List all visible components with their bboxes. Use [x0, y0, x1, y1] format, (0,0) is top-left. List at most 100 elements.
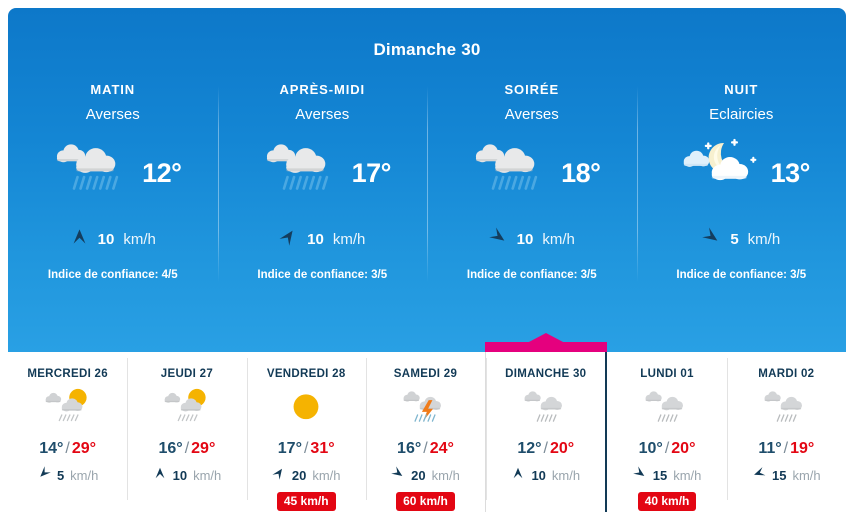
day-label: DIMANCHE 30: [505, 368, 587, 380]
temp-min: 16°: [397, 440, 422, 457]
wind-gust-badge: 40 km/h: [637, 492, 697, 511]
temp-separator: /: [303, 440, 309, 457]
day-label: MERCREDI 26: [27, 368, 108, 380]
temp-separator: /: [664, 440, 670, 457]
rain-showers-icon: [254, 136, 342, 211]
temp-separator: /: [184, 440, 190, 457]
day-wind: 5 km/h: [37, 466, 98, 485]
wind-speed-value: 10: [97, 230, 115, 248]
rain-showers-icon: [44, 136, 132, 211]
day-card-selected[interactable]: DIMANCHE 30 12°/20° 10 km/h: [485, 333, 608, 512]
wind-speed-value: 10: [516, 230, 534, 248]
day-detail-panel: Dimanche 30 MATIN Averses 12° 10 km/h Indice …: [8, 8, 846, 352]
period-name: NUIT: [724, 82, 759, 97]
day-label: LUNDI 01: [640, 368, 694, 380]
wind-speed-unit: km/h: [542, 230, 575, 248]
period-wind: 10 km/h: [488, 227, 575, 251]
wind-speed-value: 10: [172, 468, 188, 483]
day-temperatures: 16°/24°: [397, 440, 454, 458]
cloud-rain-icon: [636, 382, 698, 438]
period-name: APRÈS-MIDI: [279, 82, 366, 97]
wind-speed-unit: km/h: [332, 230, 366, 248]
wind-direction-arrow-icon: [153, 466, 167, 485]
day-wind: 20 km/h: [391, 466, 460, 485]
day-card[interactable]: JEUDI 27 16°/29° 10 km/h: [127, 352, 247, 512]
period-name: SOIRÉE: [504, 82, 560, 97]
wind-speed-value: 20: [411, 468, 426, 483]
wind-speed-value: 10: [531, 468, 546, 483]
wind-speed-unit: km/h: [70, 468, 99, 483]
wind-direction-arrow-icon: [488, 227, 508, 251]
day-temperatures: 16°/29°: [158, 440, 215, 458]
day-wind: 10 km/h: [153, 466, 221, 485]
moon-partly-cloudy-icon: [673, 136, 761, 211]
cloud-rain-icon: [755, 382, 817, 438]
day-card[interactable]: SAMEDI 29 16°/24° 20 km/h 60 km/h: [365, 352, 486, 512]
temp-separator: /: [783, 440, 789, 457]
temp-max: 20°: [549, 440, 575, 457]
day-card[interactable]: VENDREDI 28 17°/31° 20 km/h 45 km/h: [246, 352, 366, 512]
wind-speed-value: 15: [652, 468, 668, 483]
temp-separator: /: [423, 440, 428, 457]
temp-min: 11°: [758, 440, 782, 457]
wind-speed-unit: km/h: [747, 230, 781, 248]
day-label: SAMEDI 29: [393, 368, 458, 380]
day-card[interactable]: MARDI 02 11°/19° 15 km/h: [726, 352, 846, 512]
wind-direction-arrow-icon: [70, 227, 89, 251]
period-card: NUIT Eclaircies 13° 5 km/h Indice de confianc…: [636, 82, 847, 332]
temp-max: 29°: [71, 440, 97, 457]
day-card[interactable]: MERCREDI 26 14°/29° 5 km/h: [8, 352, 128, 512]
wind-direction-arrow-icon: [279, 227, 298, 251]
sun-cloud-rain-icon: [37, 382, 99, 438]
wind-speed-unit: km/h: [123, 230, 156, 248]
day-label: JEUDI 27: [160, 368, 214, 380]
wind-direction-arrow-icon: [752, 466, 766, 485]
day-temperatures: 14°/29°: [39, 440, 96, 458]
day-temperatures: 11°/19°: [758, 440, 814, 458]
period-temperature: 12°: [142, 157, 182, 188]
temp-min: 10°: [638, 440, 663, 457]
period-temperature: 17°: [351, 157, 392, 188]
period-description: Eclaircies: [709, 106, 774, 123]
day-card[interactable]: LUNDI 01 10°/20° 15 km/h 40 km/h: [607, 352, 727, 512]
period-temperature: 13°: [770, 157, 811, 188]
day-wind: 15 km/h: [632, 466, 702, 485]
selected-day-notch-icon: [526, 333, 565, 343]
temp-max: 24°: [429, 440, 454, 457]
confidence-index: Indice de confiance: 3/5: [676, 269, 807, 281]
temp-min: 14°: [39, 440, 64, 457]
wind-speed-value: 20: [291, 468, 307, 483]
temp-max: 31°: [310, 440, 335, 457]
wind-speed-value: 5: [56, 468, 65, 483]
temp-max: 19°: [790, 440, 815, 457]
period-wind: 10 km/h: [279, 227, 365, 251]
wind-direction-arrow-icon: [632, 466, 647, 485]
sun-cloud-rain-icon: [156, 382, 218, 438]
wind-speed-unit: km/h: [431, 468, 460, 483]
day-strip: MERCREDI 26 14°/29° 5 km/h JEUDI 27 16°/29° 10…: [8, 333, 846, 512]
day-label: VENDREDI 28: [266, 368, 346, 380]
wind-direction-arrow-icon: [37, 466, 51, 485]
period-wind: 10 km/h: [70, 227, 156, 251]
period-description: Averses: [504, 106, 559, 123]
period-card: APRÈS-MIDI Averses 17° 10 km/h Indice de conf…: [217, 82, 428, 332]
wind-speed-unit: km/h: [673, 468, 702, 483]
wind-speed-value: 5: [730, 230, 739, 248]
temp-min: 16°: [158, 440, 183, 457]
wind-direction-arrow-icon: [391, 466, 405, 485]
wind-speed-unit: km/h: [792, 468, 821, 483]
wind-speed-value: 15: [772, 468, 787, 483]
period-wind: 5 km/h: [702, 227, 780, 251]
wind-direction-arrow-icon: [702, 227, 721, 251]
day-wind: 10 km/h: [511, 466, 580, 485]
confidence-index: Indice de confiance: 4/5: [47, 269, 178, 281]
day-temperatures: 10°/20°: [639, 440, 696, 458]
temp-max: 29°: [191, 440, 216, 457]
sun-icon: [279, 382, 333, 438]
wind-direction-arrow-icon: [272, 466, 286, 485]
confidence-index: Indice de confiance: 3/5: [466, 269, 597, 281]
thunderstorm-icon: [394, 382, 456, 438]
temp-min: 12°: [517, 440, 542, 457]
wind-gust-badge: 60 km/h: [396, 492, 455, 511]
